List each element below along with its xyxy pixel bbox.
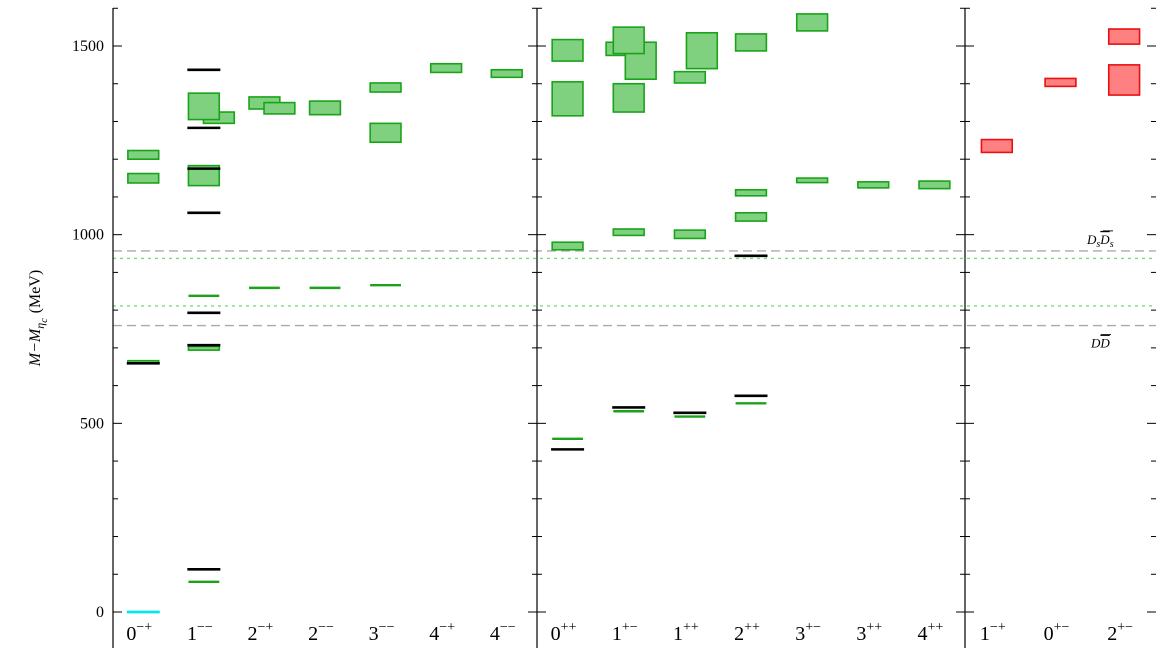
lattice-box — [857, 181, 890, 189]
lattice-box — [612, 228, 645, 237]
y-tick-label: 1000 — [72, 227, 104, 244]
category-label: 2+− — [1107, 620, 1133, 645]
category-label: 3++ — [856, 620, 882, 645]
y-tick-label: 1500 — [72, 38, 104, 55]
lattice-box — [263, 101, 296, 115]
category-label: 0−+ — [126, 620, 152, 645]
lattice-box — [734, 33, 768, 52]
category-label: 0+− — [1044, 620, 1070, 645]
y-tick-label: 0 — [96, 604, 104, 621]
lattice-box — [734, 188, 768, 197]
hybrid-box — [1107, 28, 1141, 45]
y-axis-label: M−Mηc(MeV) — [27, 270, 50, 367]
lattice-box — [187, 92, 221, 121]
lattice-box — [127, 172, 160, 184]
category-label: 1−− — [187, 620, 213, 645]
lattice-box — [551, 38, 584, 62]
category-label: 1++ — [673, 620, 699, 645]
threshold-label: DsDs — [1086, 232, 1114, 250]
lattice-box — [127, 149, 160, 160]
category-label: 2−− — [308, 620, 334, 645]
category-label: 1+− — [612, 620, 638, 645]
category-label: 4−− — [490, 620, 516, 645]
category-label: 4++ — [918, 620, 944, 645]
hybrid-box — [1107, 64, 1141, 96]
hybrid-box — [1044, 77, 1077, 88]
lattice-box — [673, 229, 707, 240]
category-label: 3−− — [369, 620, 395, 645]
lattice-box — [673, 70, 707, 84]
lattice-box — [187, 164, 221, 187]
hybrid-box — [980, 138, 1014, 154]
lattice-box — [490, 68, 523, 79]
lattice-box — [612, 82, 645, 113]
chart-marks-layer — [126, 13, 1141, 614]
lattice-box — [369, 82, 402, 93]
lattice-box — [734, 211, 768, 222]
category-label: 1−+ — [980, 620, 1006, 645]
lattice-box — [685, 31, 719, 70]
chart-background-layer — [113, 250, 1156, 327]
category-label: 2−+ — [248, 620, 274, 645]
lattice-box — [187, 345, 221, 351]
lattice-box — [429, 62, 463, 74]
lattice-box — [369, 122, 402, 144]
lattice-box — [795, 177, 829, 184]
y-tick-label: 500 — [80, 415, 104, 432]
chart-axes-layer — [112, 7, 1156, 648]
category-label: 2++ — [734, 620, 760, 645]
category-label: 3+− — [795, 620, 821, 645]
category-label: 4−+ — [429, 620, 455, 645]
category-label: 0++ — [551, 620, 577, 645]
lattice-box — [918, 180, 951, 190]
lattice-box — [551, 241, 584, 251]
chart-text-layer: 0−+ 1−− 2−+ 2−− 3−− 4−+ 4−− 0++ 1+− 1++ 2++ 3+− 3++ 4… — [27, 38, 1133, 645]
lattice-box — [308, 100, 342, 116]
lattice-box — [795, 13, 829, 32]
threshold-label: DD — [1090, 336, 1110, 351]
lattice-box — [612, 26, 645, 55]
lattice-box — [551, 81, 584, 117]
